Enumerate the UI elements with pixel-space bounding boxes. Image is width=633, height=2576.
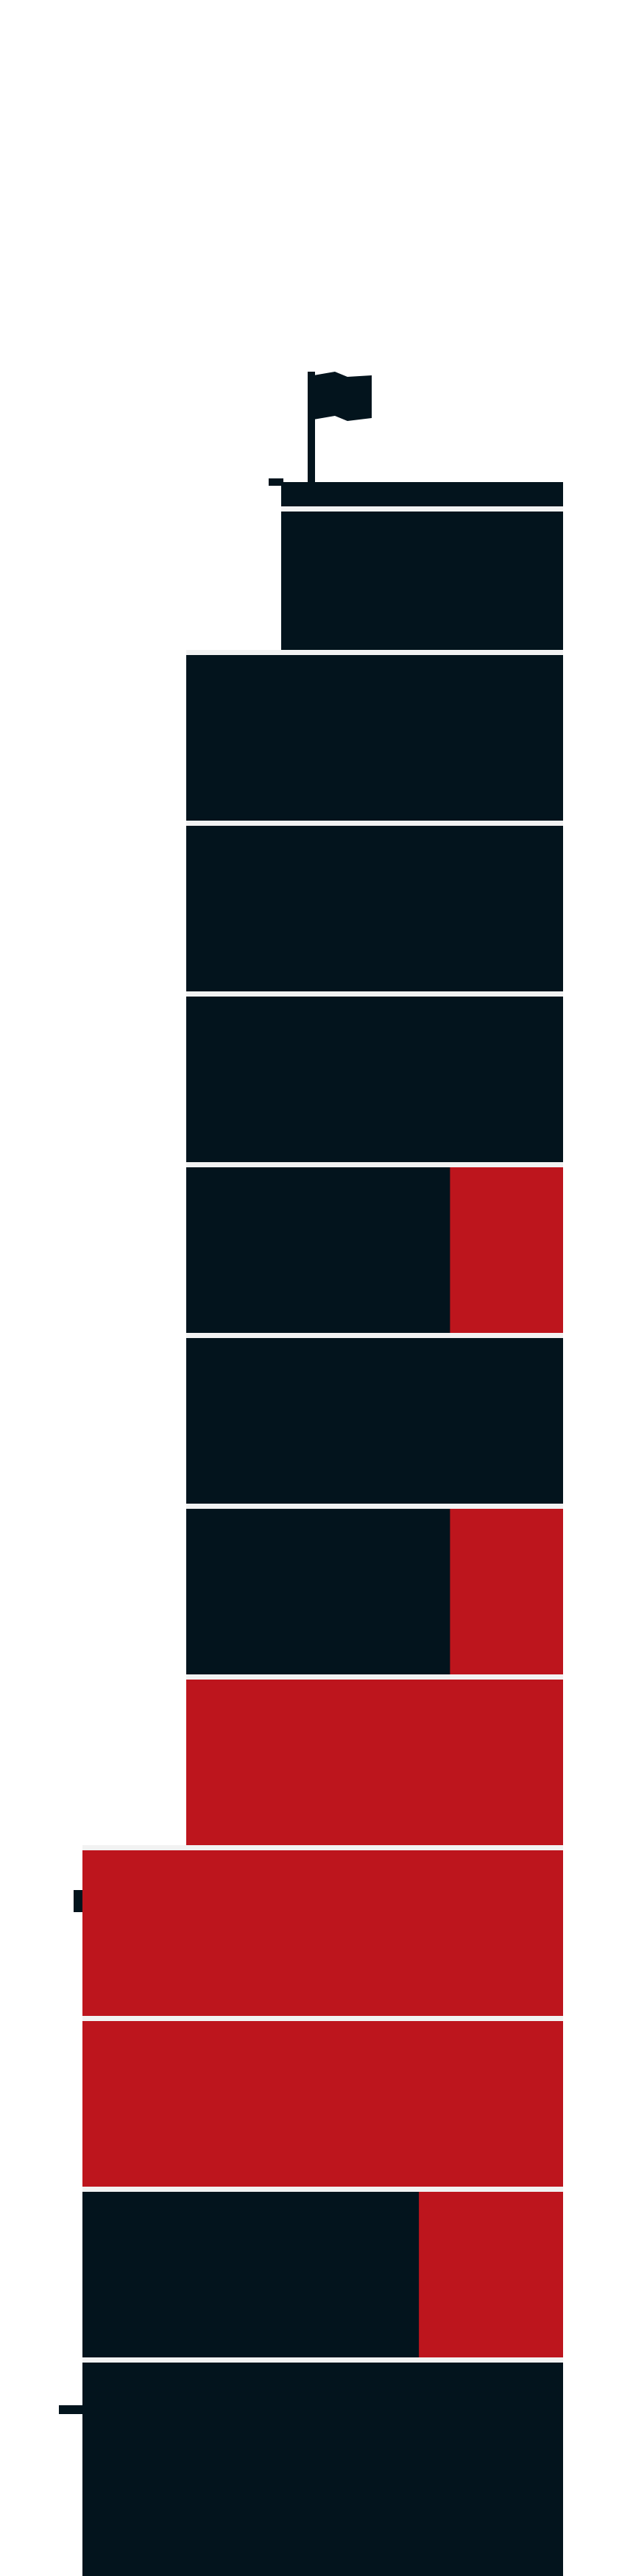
- floor-block: [186, 824, 563, 994]
- floor-5: [186, 1162, 563, 1336]
- floor-divider: [281, 506, 563, 512]
- ledge-bottom: [59, 2405, 84, 2414]
- floor-7: [186, 1504, 563, 1677]
- floor-1: [281, 482, 563, 653]
- flag-icon: [308, 372, 372, 482]
- floor-red-segment: [82, 2019, 563, 2190]
- floor-10: [82, 2016, 563, 2190]
- floor-red-segment: [419, 2190, 563, 2360]
- floor-red-segment: [450, 1507, 563, 1677]
- floor-red-segment: [450, 1165, 563, 1336]
- floor-2: [186, 650, 563, 824]
- floor-divider: [186, 650, 563, 655]
- floor-12: [82, 2357, 563, 2576]
- floor-divider: [186, 1674, 563, 1680]
- floor-11: [82, 2187, 563, 2360]
- floor-divider: [186, 821, 563, 826]
- floor-divider: [186, 1504, 563, 1509]
- floor-divider: [82, 2016, 563, 2021]
- floor-divider: [82, 2357, 563, 2363]
- floor-9: [82, 1845, 563, 2019]
- floor-red-segment: [186, 1677, 563, 1848]
- ledge-top: [269, 478, 283, 486]
- floor-red-segment: [82, 1848, 563, 2019]
- floor-block: [186, 994, 563, 1165]
- floor-divider: [186, 991, 563, 997]
- floor-4: [186, 991, 563, 1165]
- floor-block: [186, 1336, 563, 1507]
- floor-block: [186, 653, 563, 824]
- floor-divider: [82, 2187, 563, 2192]
- floor-divider: [186, 1333, 563, 1338]
- floor-divider: [186, 1162, 563, 1167]
- floor-8: [186, 1674, 563, 1848]
- floor-6: [186, 1333, 563, 1507]
- floor-block: [82, 2360, 563, 2576]
- floor-3: [186, 821, 563, 994]
- floor-divider: [82, 1845, 563, 1850]
